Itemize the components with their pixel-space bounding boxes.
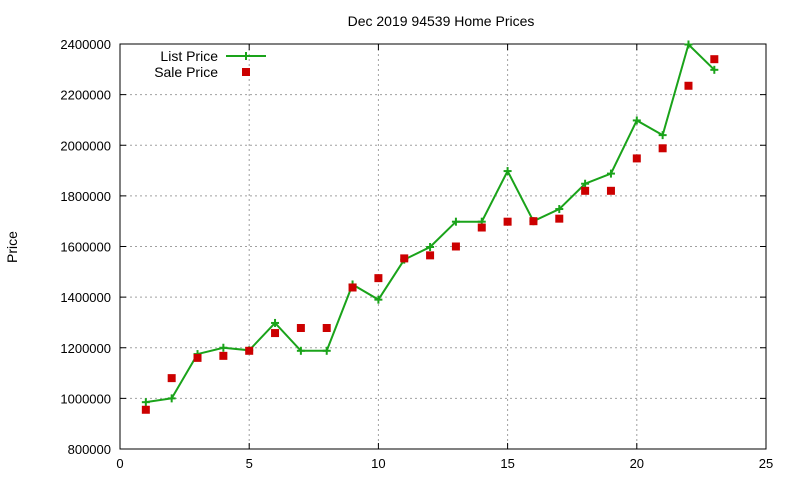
x-tick-label: 15 bbox=[500, 456, 514, 471]
sale-price-point bbox=[271, 329, 280, 338]
sale-price-point bbox=[348, 283, 357, 292]
sale-price-point bbox=[167, 374, 176, 383]
legend-marker bbox=[242, 68, 250, 76]
list-price-point bbox=[451, 217, 460, 226]
y-tick-label: 2200000 bbox=[60, 88, 111, 103]
x-tick-label: 20 bbox=[630, 456, 644, 471]
y-tick-label: 1600000 bbox=[60, 240, 111, 255]
sale-price-point bbox=[322, 324, 331, 333]
list-price-point bbox=[296, 346, 305, 355]
sale-price-point bbox=[477, 223, 486, 232]
sale-price-point bbox=[632, 154, 641, 163]
sale-price-point bbox=[219, 351, 228, 360]
list-price-point bbox=[374, 295, 383, 304]
list-price-point bbox=[632, 116, 641, 125]
list-price-point bbox=[606, 169, 615, 178]
sale-price-point bbox=[503, 217, 512, 226]
y-tick-label: 1800000 bbox=[60, 189, 111, 204]
grid bbox=[120, 44, 766, 449]
list-price-point bbox=[581, 179, 590, 188]
list-price-point bbox=[322, 346, 331, 355]
sale-price-point bbox=[555, 214, 564, 223]
chart-title: Dec 2019 94539 Home Prices bbox=[348, 13, 535, 29]
sale-price-point bbox=[296, 324, 305, 333]
y-tick-label: 1400000 bbox=[60, 290, 111, 305]
sale-price-point bbox=[141, 405, 150, 414]
sale-price-point bbox=[710, 55, 719, 64]
sale-price-point bbox=[374, 274, 383, 283]
list-price-point bbox=[271, 318, 280, 327]
sale-price-point bbox=[529, 217, 538, 226]
y-tick-label: 2000000 bbox=[60, 138, 111, 153]
x-tick-label: 5 bbox=[246, 456, 253, 471]
list-price-point bbox=[684, 40, 693, 49]
y-axis-label: Price bbox=[4, 231, 20, 263]
list-price-point bbox=[426, 243, 435, 252]
list-price-point bbox=[710, 65, 719, 74]
x-tick-label: 10 bbox=[371, 456, 385, 471]
legend-label: List Price bbox=[160, 48, 218, 64]
list-price-point bbox=[167, 394, 176, 403]
plot-area bbox=[141, 40, 719, 414]
y-tick-label: 1000000 bbox=[60, 391, 111, 406]
x-tick-label: 0 bbox=[116, 456, 123, 471]
sale-price-point bbox=[658, 144, 667, 153]
axes: 0 5 10 15 20 25 800000 1000000 1200000 1400000 160… bbox=[60, 37, 773, 471]
list-price-point bbox=[503, 167, 512, 176]
sale-price-point bbox=[193, 353, 202, 362]
sale-price-point bbox=[400, 254, 409, 263]
legend-marker bbox=[242, 52, 250, 60]
x-tick-label: 25 bbox=[759, 456, 773, 471]
list-price-point bbox=[658, 131, 667, 140]
series-line-list-price bbox=[145, 42, 716, 404]
y-tick-label: 2400000 bbox=[60, 37, 111, 52]
y-tick-label: 800000 bbox=[68, 442, 111, 457]
y-tick-label: 1200000 bbox=[60, 341, 111, 356]
sale-price-point bbox=[426, 251, 435, 260]
legend-label: Sale Price bbox=[154, 64, 218, 80]
sale-price-point bbox=[684, 81, 693, 90]
sale-price-point bbox=[451, 242, 460, 251]
sale-price-point bbox=[606, 186, 615, 195]
list-price-point bbox=[555, 205, 564, 214]
sale-price-point bbox=[245, 346, 254, 355]
list-price-point bbox=[141, 398, 150, 407]
sale-price-point bbox=[581, 186, 590, 195]
list-price-point bbox=[219, 343, 228, 352]
